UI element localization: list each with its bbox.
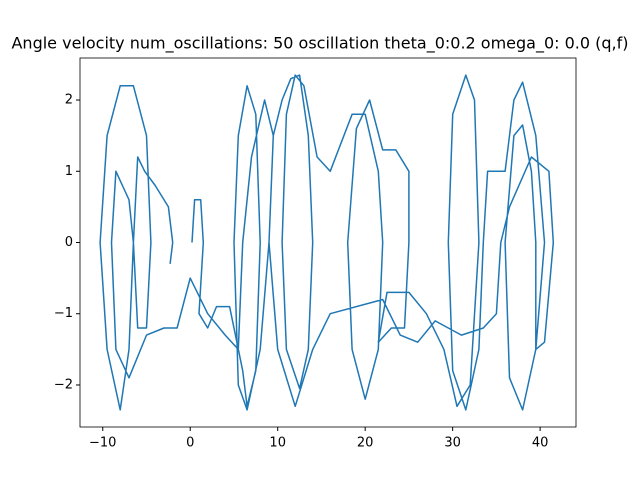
x-tick-label: 10 (269, 436, 286, 451)
data-line (99, 74, 555, 411)
y-tick-label: 0 (65, 235, 73, 250)
axes-frame (79, 57, 577, 428)
y-tick-label: 2 (65, 93, 73, 108)
chart-title: Angle velocity num_oscillations: 50 osci… (11, 34, 628, 54)
x-tick-label: 40 (532, 436, 549, 451)
x-tick-label: 0 (186, 436, 194, 451)
x-tick-label: 20 (357, 436, 374, 451)
x-tick-label: 30 (444, 436, 461, 451)
x-tick-label: −10 (89, 436, 116, 451)
y-tick-label: −2 (54, 377, 73, 392)
y-tick-label: 1 (65, 164, 73, 179)
y-tick-label: −1 (54, 306, 73, 321)
